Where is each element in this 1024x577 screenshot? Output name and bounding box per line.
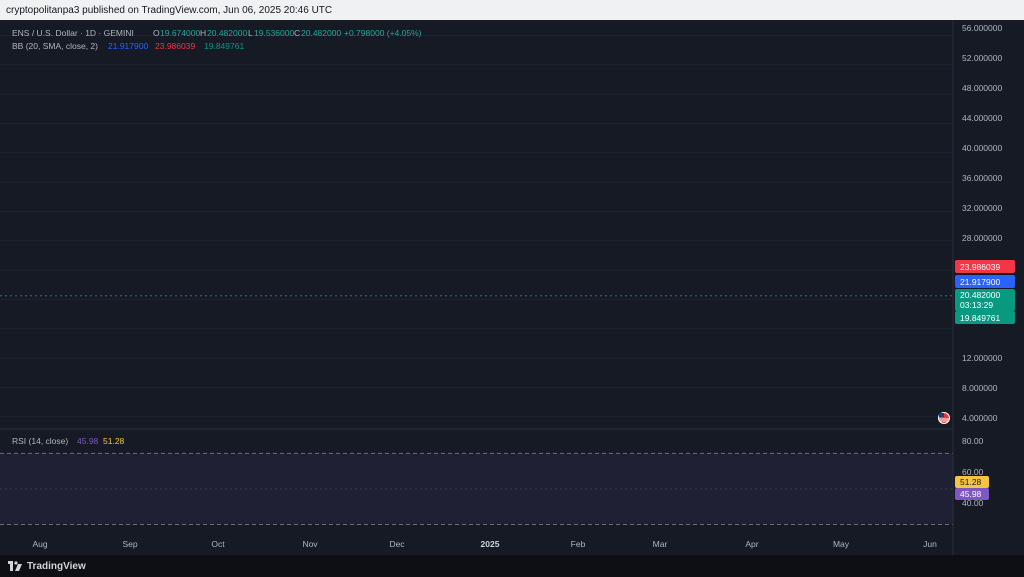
price-tick: 56.000000: [962, 23, 1002, 33]
bb-legend-lower: 19.849761: [204, 41, 244, 51]
bb-legend-basis: 21.917900: [108, 41, 148, 51]
last-price-text: 20.482000: [960, 290, 1000, 300]
chart-area[interactable]: ENS / U.S. Dollar · 1D · GEMINI O 19.674…: [0, 20, 1024, 555]
price-tick: 48.000000: [962, 83, 1002, 93]
lower-band-badge: [955, 311, 1015, 324]
price-tick: 12.000000: [962, 353, 1002, 363]
time-tick: Nov: [302, 539, 318, 549]
legend-l-label: L: [248, 28, 253, 38]
time-tick: Feb: [571, 539, 586, 549]
main-legend: ENS / U.S. Dollar · 1D · GEMINI O 19.674…: [12, 28, 422, 51]
tradingview-logo[interactable]: TradingView: [8, 559, 86, 573]
price-tick: 32.000000: [962, 203, 1002, 213]
lower-band-badge-text: 19.849761: [960, 313, 1000, 323]
time-tick: May: [833, 539, 850, 549]
legend-open: 19.674000: [160, 28, 200, 38]
published-text: cryptopolitanpa3 published on TradingVie…: [6, 5, 333, 16]
upper-band-badge-text: 23.986039: [960, 262, 1000, 272]
time-tick: Apr: [745, 539, 758, 549]
price-tick: 8.000000: [962, 383, 998, 393]
rsi-tick: 80.00: [962, 436, 984, 446]
rsi-badge-text: 45.98: [960, 489, 982, 499]
legend-h-label: H: [200, 28, 206, 38]
tradingview-logo-text: TradingView: [27, 560, 86, 572]
rsi-legend-value: 45.98: [77, 436, 99, 446]
time-axis[interactable]: Aug Sep Oct Nov Dec 2025 Feb Mar Apr May…: [32, 539, 937, 549]
rsi-legend-ma: 51.28: [103, 436, 125, 446]
rsi-axis[interactable]: 80.00 60.00 40.00 51.28 45.98: [955, 436, 989, 508]
price-tick: 52.000000: [962, 53, 1002, 63]
time-tick: Sep: [122, 539, 137, 549]
price-tick: 36.000000: [962, 173, 1002, 183]
legend-symbol: ENS / U.S. Dollar · 1D · GEMINI: [12, 28, 134, 38]
legend-o-label: O: [153, 28, 160, 38]
price-tick: 40.000000: [962, 143, 1002, 153]
last-price-badge: [955, 289, 1015, 311]
rsi-legend: RSI (14, close) 45.98 51.28: [12, 436, 125, 446]
price-axis[interactable]: 56.000000 52.000000 48.000000 44.000000 …: [962, 23, 1002, 423]
upper-band-badge: [955, 260, 1015, 273]
price-tick: 44.000000: [962, 113, 1002, 123]
legend-c-label: C: [294, 28, 300, 38]
legend-low: 19.536000: [254, 28, 294, 38]
rsi-legend-label: RSI (14, close): [12, 436, 68, 446]
bb-legend-upper: 23.986039: [155, 41, 195, 51]
price-tick: 28.000000: [962, 233, 1002, 243]
time-tick: Dec: [389, 539, 405, 549]
published-bar: cryptopolitanpa3 published on TradingVie…: [0, 0, 1024, 20]
rsi-badge: [955, 488, 989, 500]
time-tick: Oct: [211, 539, 225, 549]
grid: [0, 34, 953, 418]
bb-legend-label: BB (20, SMA, close, 2): [12, 41, 98, 51]
rsi-tick: 60.00: [962, 467, 984, 477]
us-flag-icon[interactable]: [938, 412, 950, 424]
time-tick: Mar: [653, 539, 668, 549]
tradingview-logo-icon: [8, 561, 22, 571]
countdown-text: 03:13:29: [960, 300, 993, 310]
legend-close: 20.482000: [301, 28, 341, 38]
rsi-tick: 40.00: [962, 498, 984, 508]
time-tick-year: 2025: [481, 539, 500, 549]
rsi-ma-badge-text: 51.28: [960, 477, 982, 487]
time-tick: Jun: [923, 539, 937, 549]
rsi-pane: [0, 452, 953, 525]
basis-badge-text: 21.917900: [960, 277, 1000, 287]
time-tick: Aug: [32, 539, 47, 549]
legend-change: +0.798000 (+4.05%): [344, 28, 422, 38]
price-badges: 23.986039 21.917900 20.482000 03:13:29 1…: [955, 260, 1015, 324]
footer-bar: TradingView: [0, 555, 1024, 577]
price-tick: 4.000000: [962, 413, 998, 423]
rsi-ma-badge: [955, 476, 989, 488]
legend-high: 20.482000: [207, 28, 247, 38]
chart-svg[interactable]: ENS / U.S. Dollar · 1D · GEMINI O 19.674…: [0, 20, 1024, 555]
basis-badge: [955, 275, 1015, 288]
